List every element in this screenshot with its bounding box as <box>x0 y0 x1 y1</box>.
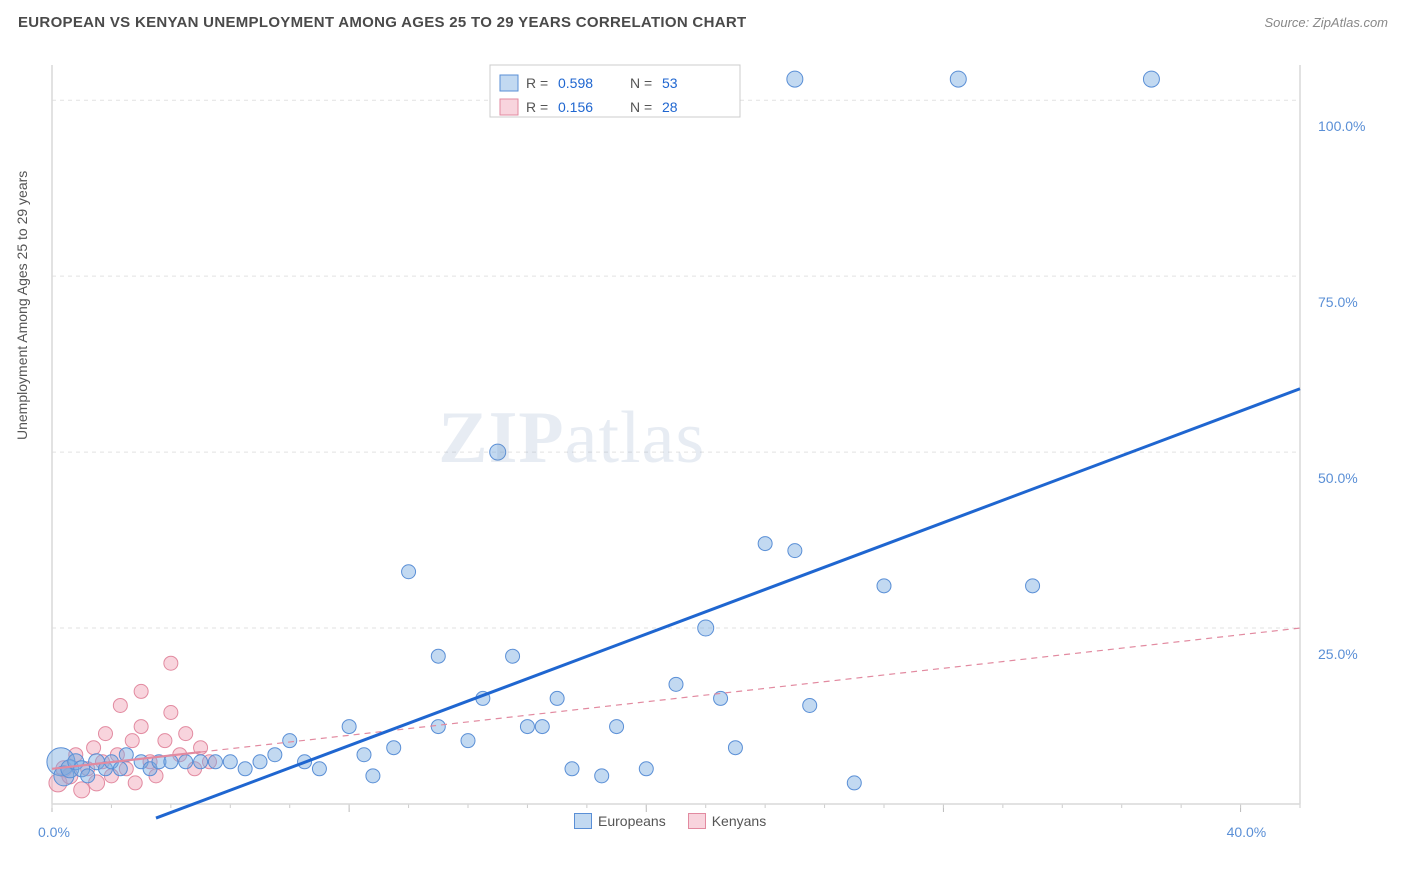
y-tick-label: 25.0% <box>1318 646 1358 662</box>
svg-text:R =: R = <box>526 75 548 91</box>
chart-title: EUROPEAN VS KENYAN UNEMPLOYMENT AMONG AG… <box>18 14 746 31</box>
svg-text:28: 28 <box>662 99 678 115</box>
y-axis-label: Unemployment Among Ages 25 to 29 years <box>14 171 30 440</box>
title-bar: EUROPEAN VS KENYAN UNEMPLOYMENT AMONG AG… <box>0 0 1406 39</box>
svg-text:N =: N = <box>630 99 652 115</box>
series-legend: Europeans Kenyans <box>574 812 766 830</box>
svg-text:53: 53 <box>662 75 678 91</box>
legend-label: Kenyans <box>712 813 766 829</box>
svg-text:0.598: 0.598 <box>558 75 593 91</box>
y-tick-label: 100.0% <box>1318 118 1365 134</box>
scatter-chart-svg: R = 0.598 N = 53 R = 0.156 N = 28 <box>46 52 1326 832</box>
legend-item-kenyans: Kenyans <box>688 812 766 830</box>
x-tick-label: 40.0% <box>1227 824 1267 840</box>
legend-label: Europeans <box>598 813 666 829</box>
svg-text:0.156: 0.156 <box>558 99 593 115</box>
legend-item-europeans: Europeans <box>574 812 666 830</box>
y-tick-label: 75.0% <box>1318 294 1358 310</box>
svg-text:R =: R = <box>526 99 548 115</box>
plot-area: R =0.598N =53R =0.156N =28 ZIPatlas 25.0… <box>46 52 1326 832</box>
y-tick-label: 50.0% <box>1318 470 1358 486</box>
x-tick-label: 0.0% <box>38 824 70 840</box>
legend-swatch <box>574 813 592 829</box>
legend-swatch <box>688 813 706 829</box>
svg-text:N =: N = <box>630 75 652 91</box>
source-attribution: Source: ZipAtlas.com <box>1264 15 1388 30</box>
